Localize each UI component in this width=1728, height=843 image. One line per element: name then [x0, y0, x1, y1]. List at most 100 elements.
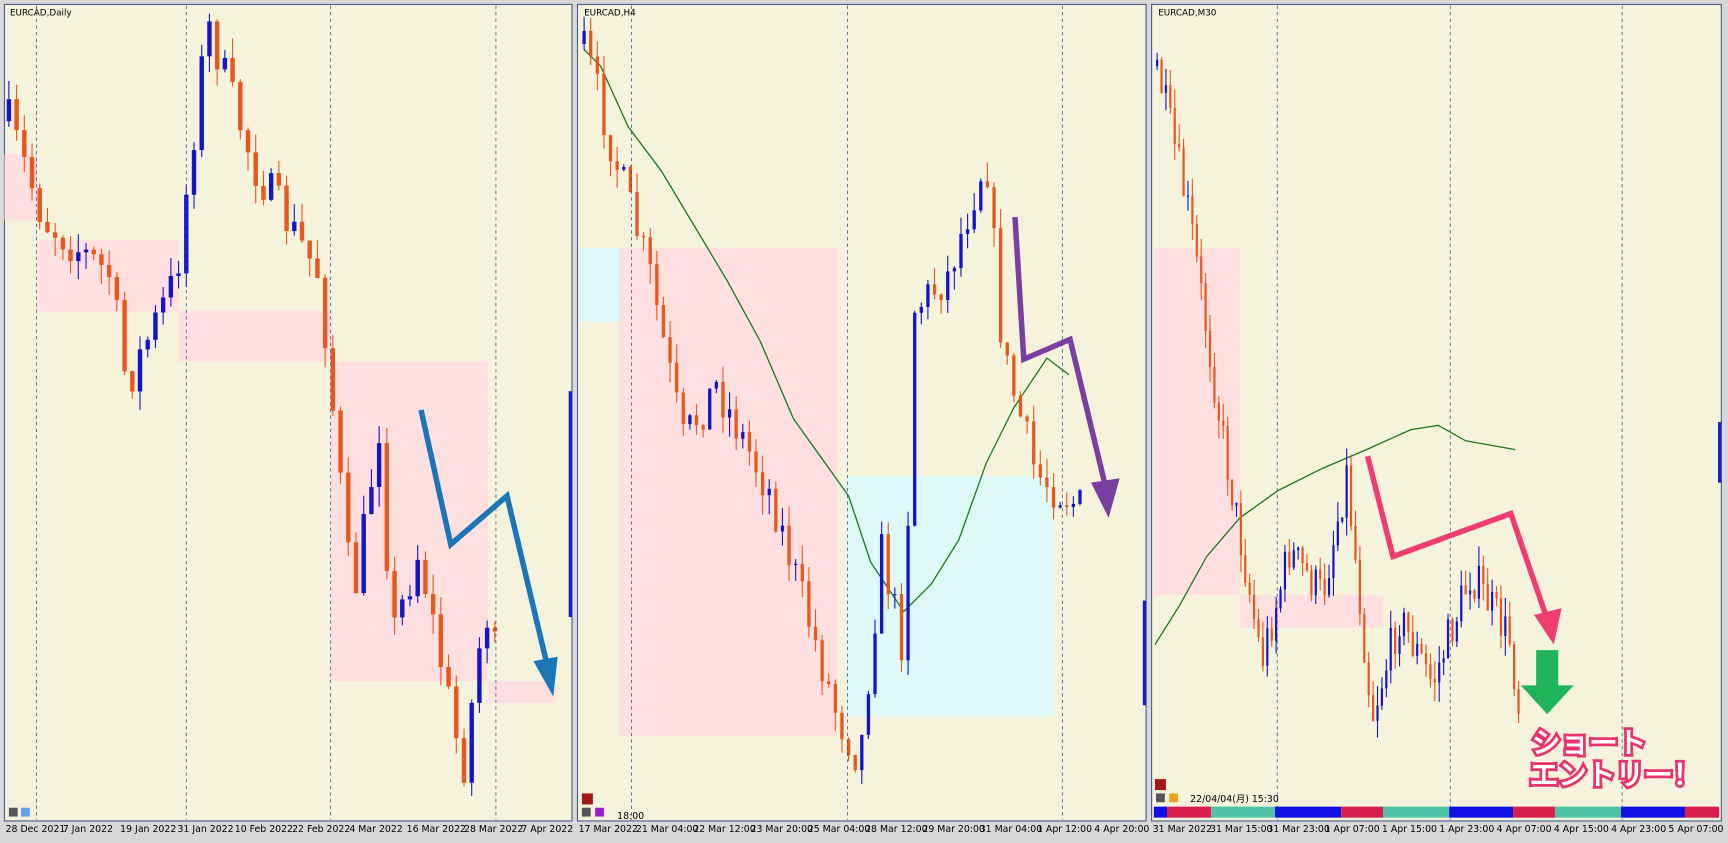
candle-body	[827, 681, 831, 684]
candle-body	[284, 185, 289, 232]
candle-body	[1363, 614, 1366, 663]
candle-body	[932, 284, 937, 295]
candle-body	[191, 150, 197, 195]
candle-body	[1279, 589, 1282, 609]
candle-body	[1182, 147, 1185, 196]
candle-body	[52, 232, 58, 238]
candle-body	[1380, 688, 1384, 706]
icon[interactable]	[1156, 793, 1165, 803]
candle-body	[106, 264, 112, 278]
candle-body	[952, 268, 957, 272]
icon[interactable]	[8, 807, 18, 817]
trend-arrow	[1364, 455, 1551, 624]
date-label: 22 Feb 2022	[292, 824, 350, 835]
candle-body	[430, 593, 436, 615]
date-label: 4 Apr 07:00	[1497, 824, 1552, 835]
candle-body	[60, 237, 66, 250]
candle-body	[1038, 464, 1042, 478]
zone	[488, 681, 557, 704]
strip-seg	[1167, 806, 1212, 818]
candle-body	[1257, 618, 1260, 638]
candle-body	[168, 275, 174, 298]
panel-bg	[1151, 3, 1722, 822]
candle-body	[1297, 547, 1300, 551]
candle-body	[1032, 421, 1036, 465]
candle-body	[589, 30, 593, 57]
date-label: 29 Mar 20:00	[922, 824, 985, 835]
candle-body	[1442, 658, 1445, 663]
candle-body	[1394, 627, 1397, 654]
candle-body	[184, 194, 189, 274]
candle-body	[423, 559, 428, 594]
candle-body	[384, 443, 390, 572]
candle-body	[446, 667, 451, 687]
date-label: 4 Mar 2022	[349, 824, 402, 835]
candle-body	[29, 157, 35, 189]
panel-1	[3, 3, 573, 822]
candle-body	[899, 594, 904, 661]
scroll-mark	[568, 391, 572, 618]
icon[interactable]	[1169, 793, 1179, 803]
trend-arrow	[418, 409, 552, 673]
candle-body	[261, 185, 266, 200]
candle-body	[1495, 591, 1498, 599]
scroll-mark	[1142, 600, 1147, 706]
strip-seg	[1275, 806, 1342, 818]
date-label: 31 Mar 04:00	[980, 824, 1043, 835]
candle-body	[122, 300, 127, 372]
candle-body	[688, 415, 692, 425]
candle-body	[946, 271, 950, 300]
candle-body	[76, 252, 81, 262]
icon[interactable]	[581, 793, 593, 805]
candle-body	[438, 614, 444, 668]
panel-2	[576, 3, 1147, 822]
candle-body	[1513, 644, 1516, 690]
candle-body	[361, 513, 366, 594]
icon[interactable]	[1154, 779, 1166, 791]
candle-body	[1244, 555, 1247, 583]
candle-body	[1310, 570, 1313, 596]
date-label: 17 Mar 2022	[579, 824, 638, 835]
icon[interactable]	[595, 807, 604, 817]
icon[interactable]	[581, 807, 591, 817]
zone	[579, 247, 620, 322]
candle-body	[130, 371, 135, 392]
candle-body	[1156, 59, 1159, 67]
candle-body	[1213, 366, 1216, 403]
icon[interactable]	[21, 807, 30, 817]
candle-body	[602, 73, 606, 136]
candle-body	[1336, 521, 1339, 546]
candle-body	[1078, 490, 1082, 504]
date-label: 25 Mar 04:00	[808, 824, 871, 835]
candle-body	[1327, 578, 1331, 596]
candle-body	[68, 249, 73, 262]
date-label: 28 Mar 12:00	[865, 824, 928, 835]
strip-seg	[1383, 806, 1450, 818]
candle-body	[353, 542, 359, 594]
candle-body	[1018, 395, 1023, 417]
candle-body	[153, 312, 158, 340]
date-label: 31 Jan 2022	[177, 824, 233, 835]
candle-body	[145, 339, 150, 350]
candle-body	[1385, 670, 1388, 689]
candle-body	[1455, 621, 1458, 642]
candle-body	[1051, 487, 1056, 508]
candle-body	[675, 362, 679, 393]
moving-average	[583, 49, 1070, 613]
candle-body	[160, 297, 166, 313]
candle-body	[833, 683, 838, 713]
candle-body	[376, 443, 382, 487]
candle-body	[985, 181, 990, 188]
candle-body	[99, 254, 104, 265]
candle-body	[1517, 689, 1520, 714]
candle-body	[484, 627, 490, 649]
candle-body	[1372, 695, 1375, 721]
date-label: 4 Apr 15:00	[1554, 824, 1609, 835]
date-label: 7 Jan 2022	[63, 824, 113, 835]
candle-body	[1230, 479, 1234, 506]
candle-body	[307, 240, 312, 259]
candle-body	[492, 627, 498, 632]
date-label: 4 Apr 23:00	[1611, 824, 1666, 835]
